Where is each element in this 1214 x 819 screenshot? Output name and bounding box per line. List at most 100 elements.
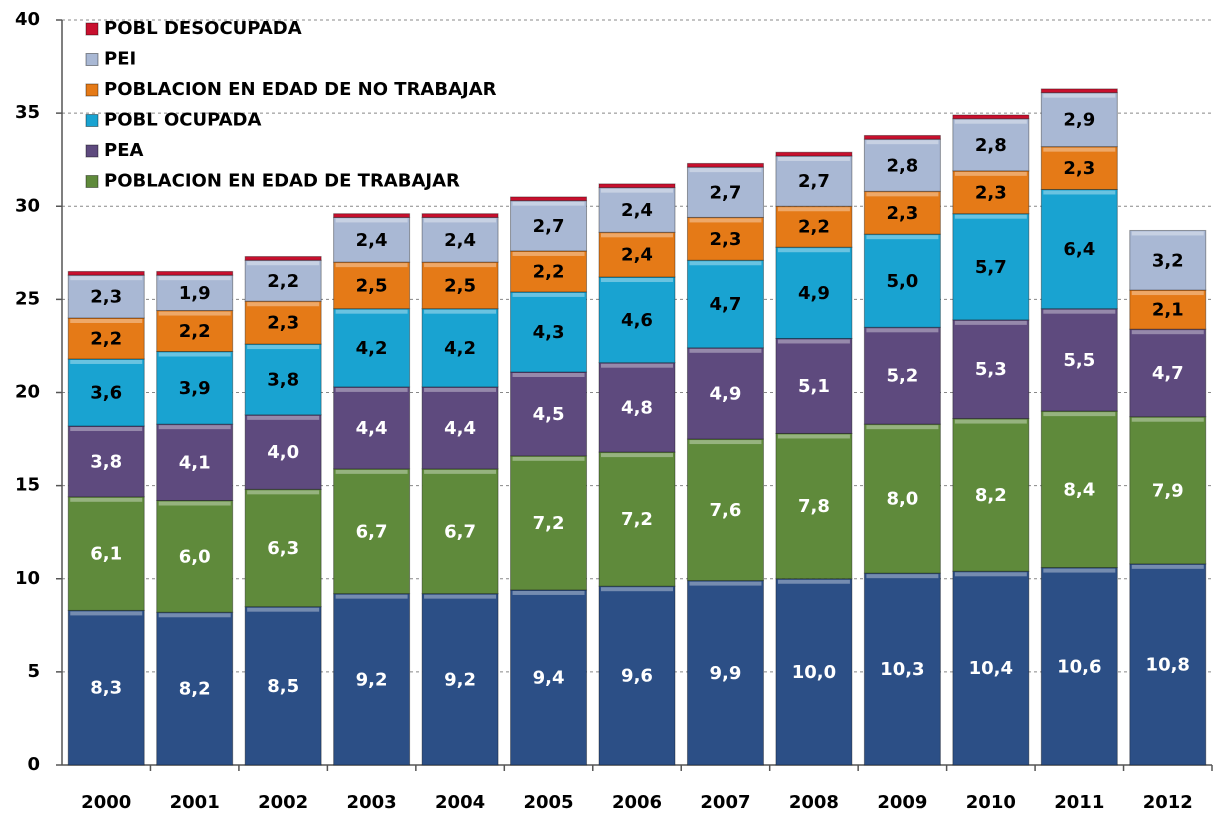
data-label: 2,2 [267,271,299,292]
data-label: 4,9 [710,383,742,404]
bar-segment [156,274,234,312]
data-label: 7,2 [533,513,565,534]
bar-highlight [601,587,673,592]
data-label: 2,9 [1063,110,1095,131]
bar-highlight [777,579,850,584]
bar-segment [244,488,322,608]
bar-highlight [777,248,850,253]
data-label: 5,2 [886,366,918,387]
bar-highlight [247,302,320,307]
bar-highlight [335,594,408,599]
x-tick-label: 2004 [435,792,485,813]
data-label: 2,1 [1152,300,1184,321]
data-label: 9,4 [533,667,565,688]
bar-segment [1040,567,1118,766]
bar-segment [244,414,322,490]
data-label: 2,2 [798,217,830,238]
data-label: 7,9 [1152,480,1184,501]
bar-segment [156,270,234,276]
data-label: 7,6 [710,500,742,521]
legend-swatch [85,53,99,66]
bar-highlight [424,263,497,268]
data-label: 2,7 [533,216,565,237]
bar-segment [67,270,145,276]
data-label: 7,2 [621,509,653,530]
data-label: 8,5 [267,676,299,697]
bar-segment [863,138,941,192]
bar-segment [863,326,941,425]
bar-highlight [601,188,673,193]
bar-highlight [1043,412,1116,417]
data-label: 6,3 [267,538,299,559]
bar-highlight [70,497,143,502]
bar-highlight [601,363,673,368]
bar-segment [421,261,499,310]
y-tick-label: 25 [15,288,40,309]
bar-segment [952,213,1030,321]
bar-segment [686,166,764,218]
bar-highlight [158,425,231,430]
bar-highlight [424,309,497,314]
data-label: 6,7 [356,521,388,542]
bar-segment [244,256,322,261]
legend-swatch [85,22,99,36]
bar-highlight [247,261,320,266]
data-label: 2,3 [1063,158,1095,179]
x-tick-label: 2011 [1054,792,1104,813]
data-label: 10,6 [1057,656,1101,677]
legend-swatch [85,114,99,127]
bar-segment [510,589,588,766]
data-label: 2,5 [356,275,388,296]
bar-highlight [1131,417,1204,422]
data-label: 5,0 [886,271,918,292]
y-tick-label: 35 [15,102,40,123]
data-label: 4,0 [267,442,299,463]
bar-highlight [954,572,1027,577]
bar-segment [598,183,676,189]
bar-segment [863,134,941,140]
legend-label: POBLACION EN EDAD DE NO TRABAJAR [104,79,497,100]
bar-segment [863,233,941,328]
bar-segment [598,362,676,453]
data-label: 2,4 [621,245,653,266]
bar-segment [686,580,764,766]
bar-highlight [1131,564,1204,569]
bar-highlight [954,171,1027,176]
data-label: 4,8 [621,397,653,418]
bar-segment [598,231,676,278]
bar-highlight [247,607,320,612]
bar-segment [421,386,499,470]
data-label: 2,3 [886,203,918,224]
data-label: 4,4 [444,418,476,439]
data-label: 2,8 [886,155,918,176]
bar-highlight [424,469,497,474]
data-label: 2,4 [356,230,388,251]
x-tick-label: 2010 [966,792,1016,813]
y-tick-label: 20 [15,382,40,403]
bar-highlight [866,192,939,197]
bar-highlight [866,425,939,430]
bar-highlight [1043,147,1116,152]
bar-segment [775,337,853,434]
bar-segment [686,259,764,349]
bar-highlight [158,501,231,506]
bar-segment [67,496,145,611]
bar-segment [598,585,676,766]
y-tick-label: 40 [15,9,40,30]
bar-segment [510,196,588,202]
bar-highlight [1043,309,1116,314]
bar-highlight [512,373,585,378]
bar-highlight [512,292,585,297]
bar-highlight [335,218,408,223]
bar-highlight [689,261,762,266]
bar-segment [156,423,234,502]
x-tick-label: 2001 [170,792,220,813]
data-label: 2,4 [621,200,653,221]
bar-segment [156,351,234,425]
legend-label: PEA [104,140,143,161]
legend-swatch [85,83,99,97]
data-label: 2,3 [975,182,1007,203]
y-tick-label: 30 [15,195,40,216]
data-label: 6,1 [90,544,122,565]
data-label: 2,2 [90,328,122,349]
